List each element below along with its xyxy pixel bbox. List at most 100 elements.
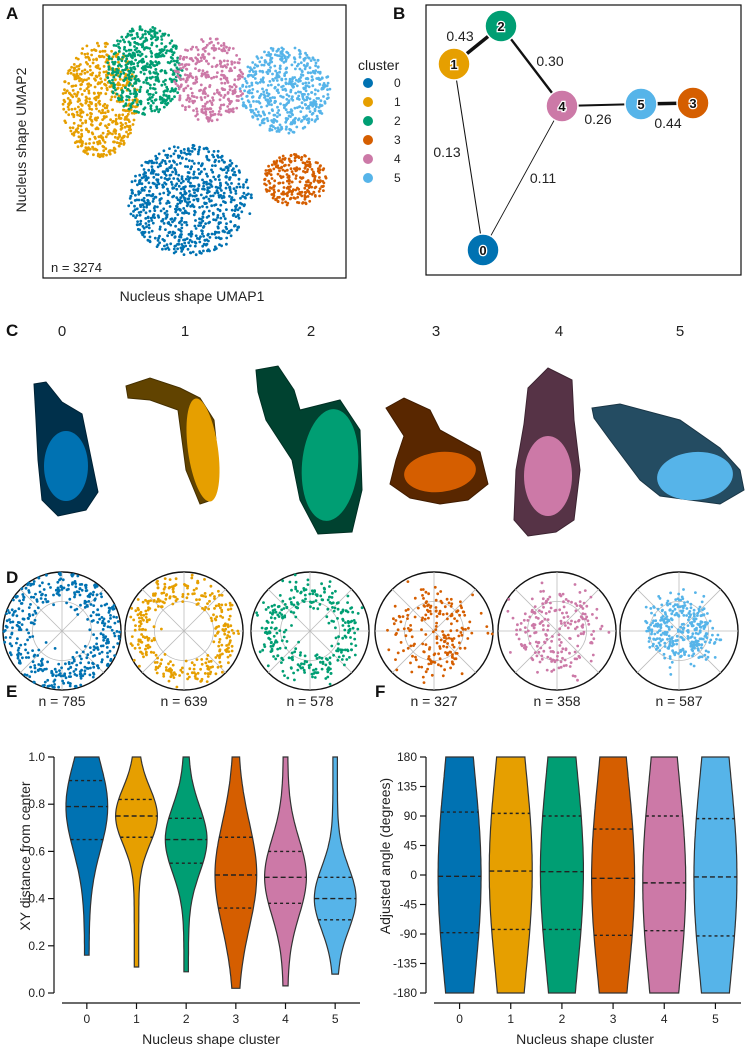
umap-point bbox=[231, 110, 235, 114]
polar-point bbox=[413, 596, 417, 600]
polar-point bbox=[434, 598, 438, 602]
umap-point bbox=[96, 141, 100, 145]
polar-point bbox=[33, 670, 37, 674]
umap-point bbox=[298, 67, 302, 71]
polar-point bbox=[433, 652, 437, 656]
polar-point bbox=[175, 685, 179, 689]
polar-point bbox=[706, 621, 709, 625]
polar-point bbox=[461, 610, 465, 614]
polar-grid-spoke bbox=[19, 588, 63, 632]
polar-point bbox=[451, 656, 454, 659]
polar-plot-1: n = 639 bbox=[124, 571, 244, 709]
polar-point bbox=[29, 665, 32, 669]
umap-point bbox=[287, 94, 291, 98]
umap-point bbox=[124, 59, 127, 63]
umap-point bbox=[228, 88, 232, 92]
umap-point bbox=[171, 195, 175, 199]
polar-point bbox=[228, 614, 232, 618]
umap-point bbox=[310, 168, 314, 171]
umap-point bbox=[125, 98, 128, 102]
umap-point bbox=[98, 67, 102, 71]
umap-point bbox=[315, 97, 319, 100]
polar-point bbox=[27, 631, 30, 635]
umap-point bbox=[108, 85, 112, 89]
polar-point bbox=[693, 636, 697, 640]
polar-point bbox=[395, 668, 399, 672]
polar-point bbox=[452, 645, 456, 649]
umap-point bbox=[155, 55, 159, 59]
polar-point bbox=[571, 674, 575, 678]
umap-point bbox=[289, 196, 293, 200]
cell-rendering-5 bbox=[591, 403, 745, 505]
polar-point bbox=[195, 598, 198, 602]
umap-point bbox=[155, 105, 159, 109]
umap-point bbox=[176, 146, 180, 149]
umap-point bbox=[305, 160, 309, 164]
polar-point bbox=[559, 660, 563, 664]
polar-point bbox=[528, 615, 532, 619]
polar-point bbox=[680, 595, 684, 599]
polar-point bbox=[326, 675, 330, 679]
polar-point bbox=[226, 634, 230, 637]
umap-point bbox=[254, 70, 258, 73]
umap-point bbox=[114, 44, 118, 47]
umap-point bbox=[129, 55, 133, 58]
polar-point bbox=[692, 608, 696, 612]
polar-point bbox=[280, 608, 284, 612]
umap-point bbox=[288, 77, 292, 81]
polar-point bbox=[564, 598, 568, 601]
polar-point bbox=[229, 603, 232, 607]
polar-point bbox=[205, 664, 209, 668]
polar-point bbox=[138, 624, 141, 628]
polar-point bbox=[109, 625, 112, 629]
umap-point bbox=[147, 223, 151, 227]
polar-point bbox=[85, 656, 89, 660]
polar-point bbox=[83, 665, 87, 669]
polar-point bbox=[296, 663, 300, 666]
polar-point bbox=[227, 661, 230, 665]
umap-point bbox=[104, 84, 108, 87]
umap-point bbox=[136, 220, 140, 224]
umap-point bbox=[236, 214, 240, 218]
umap-point bbox=[177, 76, 181, 79]
polar-point bbox=[214, 604, 218, 608]
umap-point bbox=[167, 221, 171, 224]
umap-point bbox=[270, 163, 274, 167]
umap-point bbox=[278, 195, 281, 199]
polar-point bbox=[530, 608, 534, 612]
umap-point bbox=[205, 172, 208, 176]
umap-point bbox=[180, 219, 183, 223]
umap-point bbox=[204, 75, 208, 79]
cell-nucleus bbox=[404, 451, 476, 493]
umap-point bbox=[92, 91, 96, 95]
umap-point bbox=[296, 106, 299, 109]
polar-point bbox=[671, 609, 675, 613]
polar-point bbox=[658, 597, 662, 600]
polar-point bbox=[110, 628, 114, 632]
umap-point bbox=[201, 212, 205, 216]
umap-point bbox=[153, 195, 157, 199]
cell-nucleus bbox=[524, 436, 572, 516]
polar-point bbox=[670, 637, 673, 641]
umap-point bbox=[122, 79, 126, 83]
polar-point bbox=[450, 602, 454, 606]
umap-point bbox=[132, 210, 135, 213]
graph-edge-label-5-3: 0.44 bbox=[654, 115, 681, 131]
umap-point bbox=[318, 111, 322, 115]
umap-point bbox=[128, 197, 132, 200]
panel-label-b: B bbox=[393, 4, 405, 23]
polar-point bbox=[422, 681, 426, 684]
umap-point bbox=[305, 53, 309, 57]
umap-point bbox=[240, 97, 244, 101]
polar-point bbox=[95, 613, 99, 617]
polar-point bbox=[184, 584, 188, 587]
umap-point bbox=[251, 95, 255, 99]
panel-label-c: C bbox=[6, 321, 18, 340]
umap-point bbox=[150, 51, 154, 55]
graph-edges: 0.430.300.26 0.440.130.11 bbox=[433, 24, 694, 251]
umap-point bbox=[262, 121, 266, 125]
polar-point bbox=[227, 630, 231, 634]
polar-point bbox=[561, 647, 565, 651]
polar-point bbox=[52, 680, 56, 683]
polar-point bbox=[26, 651, 30, 655]
